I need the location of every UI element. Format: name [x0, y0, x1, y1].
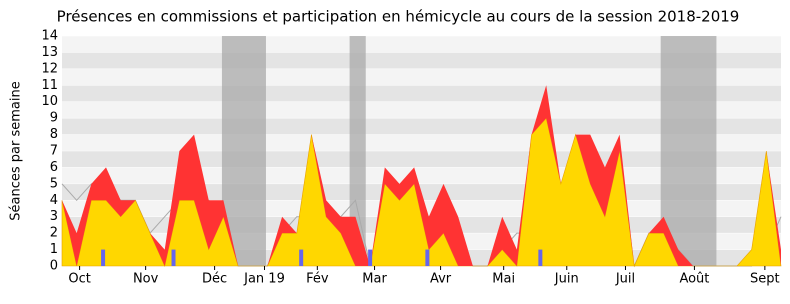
- x-tick-label: Déc: [202, 272, 227, 287]
- x-tick-label: Mai: [492, 272, 515, 287]
- y-tick-label: 5: [50, 176, 58, 191]
- y-tick-label: 9: [50, 111, 58, 126]
- x-tick-label: Oct: [68, 272, 90, 287]
- bar: [538, 249, 543, 266]
- x-tick-label: Avr: [430, 272, 452, 287]
- y-tick-label: 14: [41, 29, 58, 44]
- x-tick-label: Mar: [362, 272, 387, 287]
- x-tick-label: Sept: [750, 272, 780, 287]
- y-tick-label: 3: [50, 209, 58, 224]
- chart-title: Présences en commissions et participatio…: [57, 8, 740, 26]
- y-tick-label: 8: [50, 127, 58, 142]
- bar: [101, 249, 106, 266]
- bar: [368, 249, 373, 266]
- y-tick-label: 4: [50, 193, 58, 208]
- x-tick-label: Juin: [554, 272, 579, 287]
- x-tick-label: Jan 19: [243, 272, 285, 287]
- x-tick-label: Fév: [306, 272, 329, 287]
- y-axis-label: Séances par semaine: [9, 81, 24, 220]
- x-tick-label: Nov: [133, 272, 159, 287]
- bar: [299, 249, 304, 266]
- y-tick-label: 13: [41, 45, 58, 60]
- y-tick-label: 1: [50, 242, 58, 257]
- y-tick-label: 0: [50, 259, 58, 274]
- y-tick-label: 6: [50, 160, 58, 175]
- x-tick-label: Juil: [615, 272, 635, 287]
- bar: [171, 249, 176, 266]
- y-tick-label: 2: [50, 226, 58, 241]
- y-tick-label: 11: [41, 78, 58, 93]
- bar: [425, 249, 430, 266]
- vacation-band: [660, 36, 717, 266]
- y-tick-label: 10: [41, 94, 58, 109]
- y-tick-label: 7: [50, 144, 58, 159]
- area: [61, 117, 782, 268]
- vacation-band: [349, 36, 366, 266]
- y-tick-label: 12: [41, 61, 58, 76]
- x-tick-label: Août: [679, 272, 709, 287]
